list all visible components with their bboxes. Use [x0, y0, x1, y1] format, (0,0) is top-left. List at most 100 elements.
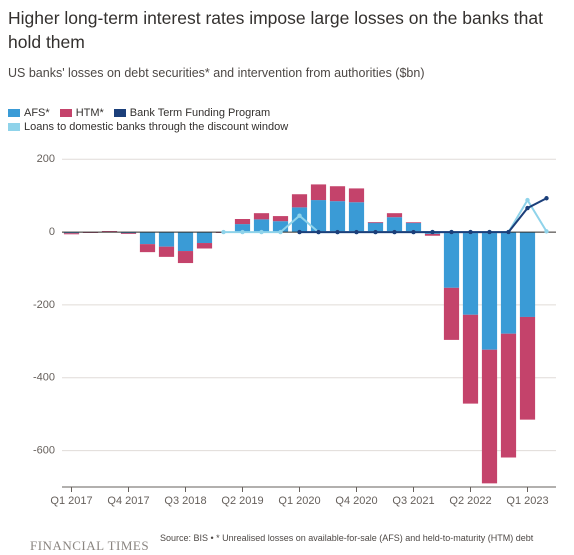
- bar-segment: [462, 314, 479, 404]
- bar-segment: [310, 184, 327, 201]
- line-point: [430, 229, 435, 235]
- bar-segment: [234, 224, 251, 233]
- x-tick-label: Q1 2023: [506, 495, 548, 507]
- source-note: Source: BIS • * Unrealised losses on ava…: [160, 533, 534, 543]
- bar-segment: [158, 232, 175, 247]
- bar-segment: [101, 231, 118, 232]
- legend-item: Bank Term Funding Program: [113, 107, 271, 119]
- bar-segment: [63, 232, 80, 234]
- x-tick-label: Q2 2022: [449, 495, 491, 507]
- bar-segment: [386, 217, 403, 233]
- legend-row: AFS* HTM* Bank Term Funding Program: [8, 106, 568, 120]
- line-point: [373, 229, 378, 235]
- line-point: [544, 196, 549, 201]
- legend-label: Loans to domestic banks through the disc…: [24, 121, 289, 133]
- line-point: [506, 229, 511, 235]
- bar-segment: [500, 232, 517, 334]
- bar-segment: [291, 194, 308, 208]
- y-tick-label: -200: [33, 299, 55, 311]
- line-point: [544, 229, 549, 234]
- bar-segment: [500, 333, 517, 458]
- bar-segment: [386, 213, 403, 218]
- bar-segment: [120, 233, 137, 235]
- x-tick-label: Q3 2018: [164, 495, 206, 507]
- bar-segment: [405, 223, 422, 233]
- line-point: [240, 229, 245, 235]
- y-tick-label: -400: [33, 372, 55, 384]
- line-point: [278, 229, 283, 235]
- chart-title: Higher long-term interest rates impose l…: [8, 8, 543, 52]
- bar-segment: [272, 216, 289, 222]
- line-point: [297, 213, 302, 218]
- line-point: [316, 229, 321, 235]
- bar-segment: [348, 202, 365, 233]
- bar-segment: [519, 232, 536, 317]
- line-point: [259, 229, 264, 235]
- line-point: [411, 229, 416, 235]
- bar-segment: [481, 349, 498, 484]
- line-point: [449, 229, 454, 235]
- bar-segment: [139, 232, 156, 245]
- x-tick-label: Q2 2019: [221, 495, 263, 507]
- legend: AFS* HTM* Bank Term Funding Program Loan…: [8, 106, 568, 134]
- line-point: [525, 197, 530, 203]
- bar-segment: [234, 219, 251, 225]
- bar-segment: [253, 213, 270, 220]
- line-point: [487, 229, 492, 235]
- legend-item: Loans to domestic banks through the disc…: [8, 121, 288, 133]
- bar-segment: [367, 222, 384, 224]
- legend-row: Loans to domestic banks through the disc…: [8, 120, 568, 134]
- bar-segment: [158, 246, 175, 257]
- bar-segment: [310, 200, 327, 233]
- legend-swatch: [113, 109, 126, 117]
- y-tick-label: -600: [33, 444, 55, 456]
- legend-swatch: [8, 123, 20, 131]
- bar-segment: [367, 222, 384, 233]
- legend-label: HTM*: [75, 107, 104, 119]
- line-point: [525, 205, 530, 211]
- bar-segment: [443, 232, 460, 288]
- bar-segment: [348, 188, 365, 203]
- bar-segment: [139, 244, 156, 253]
- bar-segment: [405, 222, 422, 224]
- legend-label: AFS*: [24, 107, 50, 119]
- x-tick-label: Q1 2020: [278, 495, 320, 507]
- x-tick-label: Q4 2020: [335, 495, 377, 507]
- line-point: [335, 229, 340, 235]
- x-tick-label: Q3 2021: [392, 495, 434, 507]
- bar-segment: [481, 232, 498, 350]
- publisher-logo: FINANCIAL TIMES: [30, 538, 150, 553]
- bar-segment: [329, 186, 346, 202]
- bar-segment: [63, 233, 80, 235]
- legend-item: HTM*: [59, 107, 104, 119]
- legend-item: AFS*: [8, 107, 50, 119]
- bar-segment: [272, 221, 289, 233]
- chart-subtitle: US banks' losses on debt securities* and…: [8, 66, 425, 80]
- line-point: [392, 229, 397, 235]
- bar-segment: [120, 232, 137, 234]
- bar-segment: [329, 201, 346, 233]
- chart: 200 0 -200 -400 -600 Q1 2017 Q4 2017 Q3 2018 Q2 …: [33, 153, 556, 507]
- x-tick-label: Q4 2017: [107, 495, 149, 507]
- legend-swatch: [59, 109, 72, 117]
- bar-segment: [196, 243, 213, 249]
- bar-segment: [253, 219, 270, 233]
- bar-segment: [519, 316, 536, 420]
- legend-label: Bank Term Funding Program: [129, 107, 271, 119]
- bar-segment: [196, 232, 213, 244]
- bar-segment: [291, 207, 308, 233]
- y-tick-label: 200: [37, 153, 55, 165]
- bar-segment: [177, 251, 194, 264]
- line-point: [354, 229, 359, 235]
- bar-segment: [177, 232, 194, 252]
- line-point: [468, 229, 473, 235]
- legend-swatch: [8, 109, 20, 117]
- bar-segment: [443, 287, 460, 340]
- line-series: [223, 198, 548, 234]
- x-tick-label: Q1 2017: [50, 495, 92, 507]
- line-point: [221, 229, 226, 235]
- y-tick-label: 0: [49, 226, 55, 238]
- bar-segment: [424, 233, 441, 236]
- line-series: [299, 197, 547, 234]
